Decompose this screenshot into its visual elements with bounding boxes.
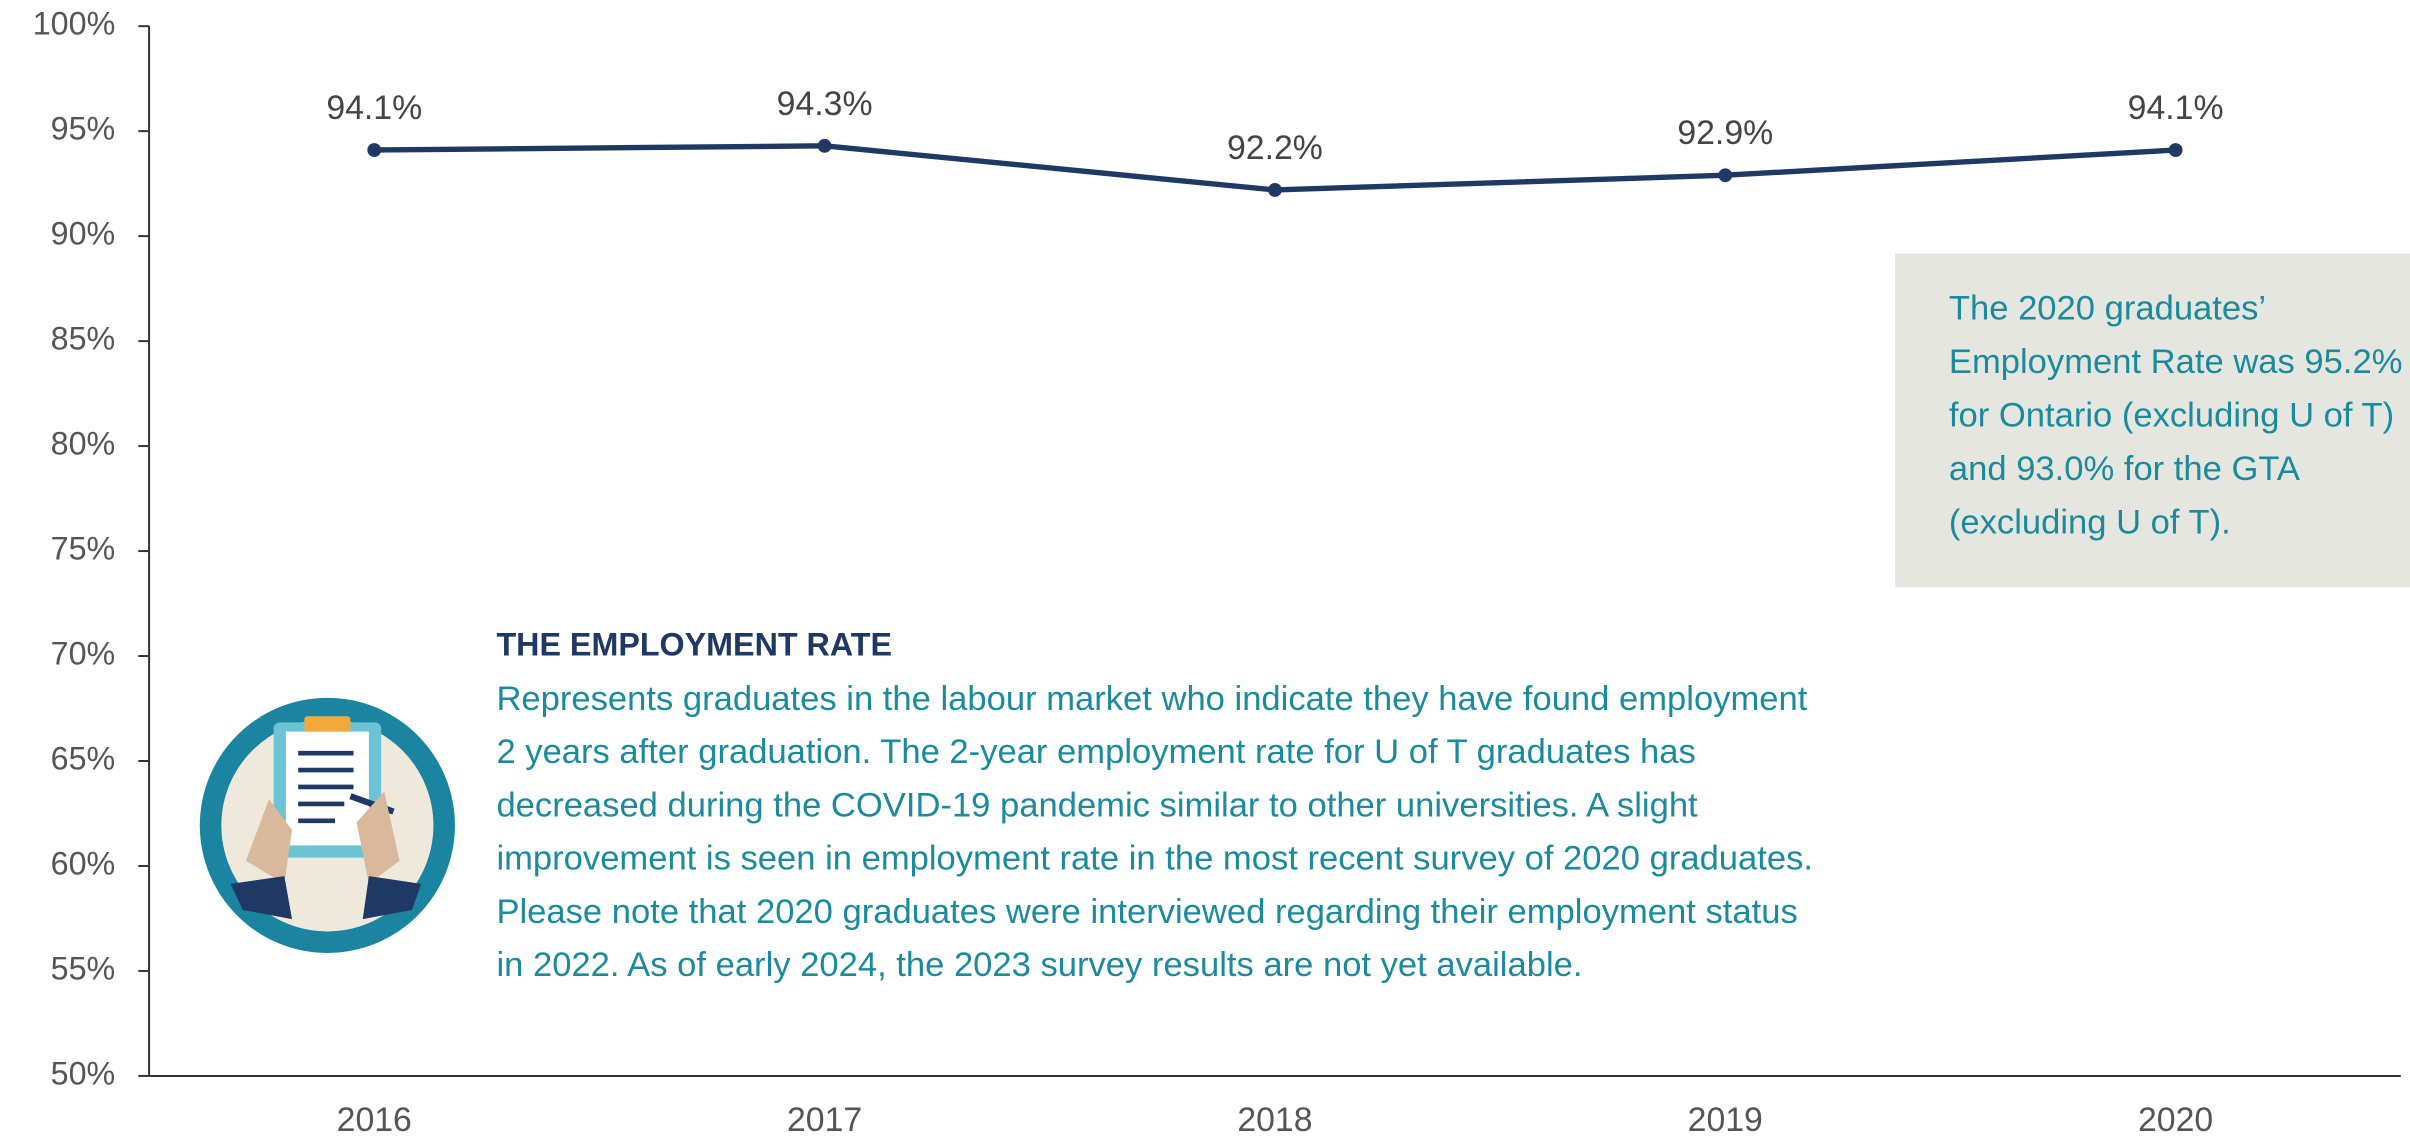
x-tick-label: 2020 bbox=[2138, 1101, 2213, 1139]
callout-line: Employment Rate was 95.2% bbox=[1949, 343, 2403, 381]
value-label: 92.9% bbox=[1677, 114, 1773, 152]
note-title: THE EMPLOYMENT RATE bbox=[496, 627, 892, 663]
y-tick-label: 80% bbox=[51, 426, 116, 462]
note-line: Represents graduates in the labour marke… bbox=[496, 680, 1807, 718]
y-tick-label: 70% bbox=[51, 636, 116, 672]
note-line: Please note that 2020 graduates were int… bbox=[496, 893, 1797, 931]
y-tick-label: 85% bbox=[51, 321, 116, 357]
value-label: 92.2% bbox=[1227, 129, 1323, 167]
note-line: 2 years after graduation. The 2-year emp… bbox=[496, 733, 1695, 771]
y-tick-label: 65% bbox=[51, 741, 116, 777]
y-tick-label: 50% bbox=[51, 1055, 116, 1091]
note-line: improvement is seen in employment rate i… bbox=[496, 840, 1813, 878]
callout-box bbox=[1895, 253, 2410, 588]
y-tick-label: 60% bbox=[51, 846, 116, 882]
x-tick-label: 2017 bbox=[787, 1101, 862, 1139]
point bbox=[1718, 168, 1733, 183]
icon bbox=[199, 697, 455, 953]
callout-line: The 2020 graduates’ bbox=[1949, 290, 2266, 328]
y-tick-label: 95% bbox=[51, 111, 116, 147]
callout-line: for Ontario (excluding U of T) bbox=[1949, 397, 2394, 435]
x-tick-label: 2018 bbox=[1237, 1101, 1312, 1139]
x-tick-label: 2016 bbox=[337, 1101, 412, 1139]
value-label: 94.3% bbox=[777, 85, 873, 123]
note-line: in 2022. As of early 2024, the 2023 surv… bbox=[496, 946, 1582, 984]
note-line: decreased during the COVID-19 pandemic s… bbox=[496, 786, 1698, 824]
y-tick-label: 75% bbox=[51, 531, 116, 567]
point bbox=[2168, 143, 2183, 157]
callout-line: (excluding U of T). bbox=[1949, 504, 2231, 542]
point bbox=[367, 143, 382, 157]
value-label: 94.1% bbox=[326, 89, 422, 127]
y-tick-label: 100% bbox=[33, 6, 116, 42]
callout-line: and 93.0% for the GTA bbox=[1949, 450, 2300, 488]
x-tick-label: 2019 bbox=[1688, 1101, 1763, 1139]
point bbox=[817, 138, 832, 153]
value-label: 94.1% bbox=[2128, 89, 2224, 127]
point bbox=[1268, 183, 1282, 197]
y-tick-label: 90% bbox=[51, 216, 116, 252]
y-tick-label: 55% bbox=[51, 950, 116, 986]
